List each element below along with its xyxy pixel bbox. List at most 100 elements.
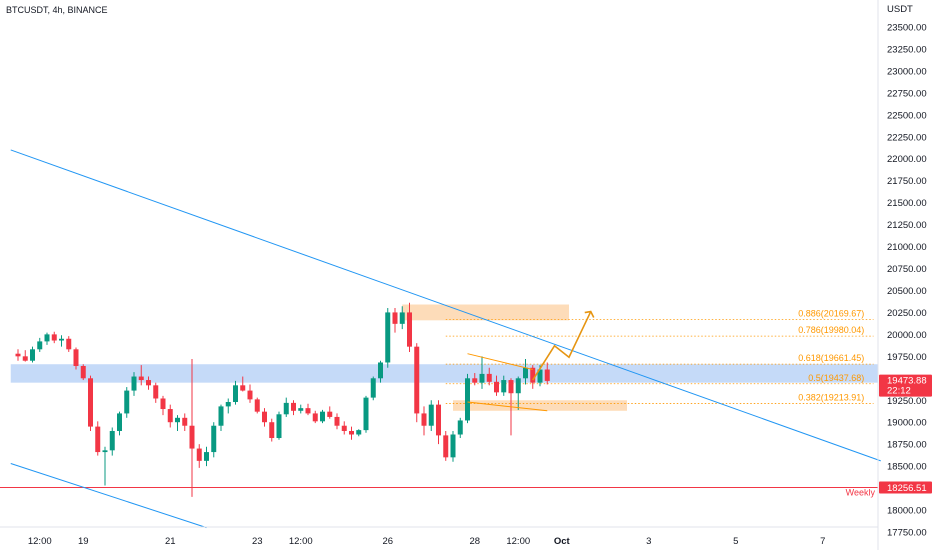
- fib-label-3: 0.5(19437.68): [808, 373, 864, 383]
- candle: [356, 429, 362, 437]
- price-tick-label: 20250.00: [887, 308, 927, 319]
- candle-body: [182, 417, 188, 426]
- candle: [22, 350, 28, 362]
- candle-body: [73, 349, 79, 366]
- candle-body: [414, 346, 420, 414]
- candle-body: [378, 362, 383, 379]
- candle-body: [327, 411, 333, 417]
- price-tick-label: 19000.00: [887, 418, 927, 429]
- candle-body: [276, 414, 282, 439]
- candle: [457, 417, 463, 439]
- candle: [341, 421, 347, 435]
- triangle-line-0: [467, 353, 533, 370]
- candle: [247, 384, 253, 403]
- candle: [276, 411, 282, 440]
- candle-body: [153, 385, 159, 399]
- candle-body: [305, 408, 311, 414]
- candle: [102, 446, 108, 486]
- price-tick-label: 21000.00: [887, 242, 927, 253]
- price-tick-label: 21250.00: [887, 220, 927, 231]
- candle: [233, 380, 238, 405]
- candle-body: [15, 353, 21, 357]
- symbol-title: BTCUSDT, 4h, BINANCE: [6, 5, 108, 15]
- fib-levels-layer: 0.886(20169.67) 0.786(19980.04) 0.618(1966…: [0, 308, 878, 498]
- lower-trendline: [10, 463, 207, 529]
- time-axis[interactable]: 12:00 19 21 23 12:00 26 28 12:00 Oct 3 5 7: [28, 536, 826, 547]
- candle: [486, 367, 492, 386]
- candle-body: [66, 338, 72, 350]
- candle-body: [80, 365, 86, 379]
- candle-body: [269, 422, 275, 439]
- projection-path: [532, 311, 592, 381]
- candle: [218, 404, 224, 431]
- candle-body: [138, 376, 144, 381]
- candle: [370, 376, 376, 401]
- weekly-label: Weekly: [846, 488, 876, 498]
- candle: [37, 337, 43, 352]
- time-tick-label: 7: [820, 536, 825, 547]
- candle-body: [515, 378, 521, 394]
- candle: [117, 411, 122, 436]
- candle-body: [428, 404, 434, 426]
- candle: [414, 343, 420, 423]
- price-tick-label: 20750.00: [887, 264, 927, 275]
- candle: [494, 375, 499, 396]
- candle: [465, 373, 470, 424]
- candle: [363, 395, 369, 433]
- time-tick-label: 12:00: [506, 536, 530, 547]
- candle: [501, 375, 507, 396]
- fib-label-2: 0.618(19661.45): [798, 353, 864, 363]
- candle: [378, 360, 383, 383]
- price-axis[interactable]: 23500.00 23250.00 23000.00 22750.00 22500.00…: [887, 22, 927, 538]
- candle: [153, 382, 159, 403]
- candle-body: [443, 435, 449, 458]
- triangle-line-1: [467, 401, 548, 412]
- price-tick-label: 19250.00: [887, 396, 927, 407]
- candle-body: [102, 450, 108, 453]
- candle-body: [356, 430, 362, 435]
- candle: [160, 395, 166, 416]
- candle: [262, 408, 267, 427]
- candle-body: [44, 334, 50, 342]
- overlay-layer: [467, 310, 595, 412]
- candle: [479, 356, 485, 389]
- price-tick-label: 23250.00: [887, 44, 927, 55]
- candle-body: [320, 411, 325, 422]
- weekly-price-label: 18256.51: [887, 483, 927, 494]
- candle: [334, 413, 340, 430]
- candle-body: [262, 411, 267, 423]
- price-tick-label: 18500.00: [887, 462, 927, 473]
- price-tick-label: 20500.00: [887, 286, 927, 297]
- supply-zone: [402, 304, 569, 321]
- candle-body: [22, 356, 28, 361]
- price-tick-label: 23000.00: [887, 66, 927, 77]
- candle-body: [370, 378, 376, 398]
- candle: [146, 376, 151, 390]
- candle: [312, 410, 318, 424]
- candle-body: [247, 390, 253, 400]
- candle: [15, 349, 21, 361]
- candle: [305, 403, 311, 416]
- candle-body: [407, 312, 412, 347]
- candle-body: [175, 417, 180, 423]
- current-price-badge: [879, 374, 932, 397]
- candle-body: [421, 413, 427, 426]
- price-tick-label: 17750.00: [887, 528, 927, 539]
- time-tick-label: 5: [733, 536, 738, 547]
- price-tick-label: 21500.00: [887, 198, 927, 209]
- candle-body: [508, 380, 514, 394]
- candle-body: [312, 413, 318, 422]
- currency-label: USDT: [887, 4, 913, 15]
- candle-body: [291, 402, 296, 411]
- candle-body: [146, 380, 151, 386]
- candle: [138, 365, 144, 386]
- time-tick-label: 12:00: [28, 536, 52, 547]
- candle-body: [363, 397, 369, 431]
- time-tick-label: 28: [469, 536, 480, 547]
- candle: [44, 332, 50, 345]
- resistance-zone: [10, 364, 878, 383]
- candle: [298, 404, 304, 414]
- countdown-label: 22:12: [887, 386, 911, 397]
